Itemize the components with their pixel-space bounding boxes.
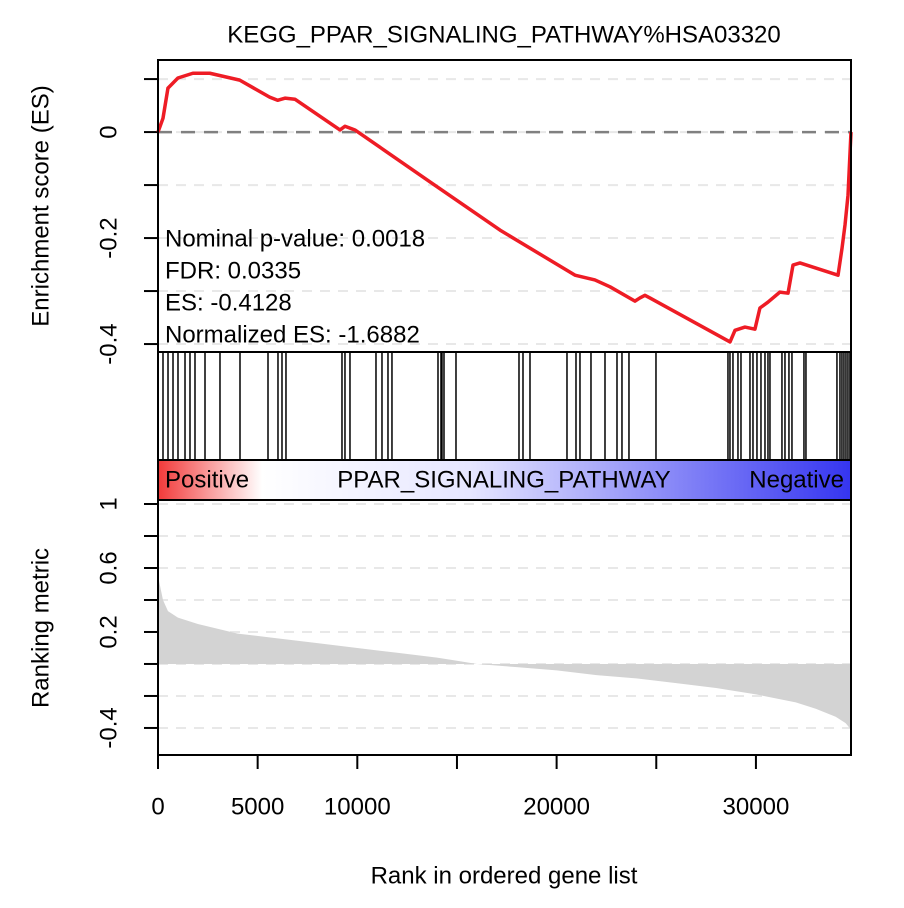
y-tick-label: -0.4: [95, 707, 122, 748]
y-tick-label: -0.2: [95, 217, 122, 258]
x-axis-title: Rank in ordered gene list: [371, 862, 638, 889]
annotation: Nominal p-value: 0.0018: [165, 225, 425, 252]
y-tick-label: 1: [95, 497, 122, 510]
color-bar-label: Positive: [165, 466, 249, 493]
hits-frame: [157, 351, 852, 461]
x-tick-label: 0: [151, 793, 164, 820]
y-axis-title: Ranking metric: [27, 548, 54, 708]
y-tick-label: -0.4: [95, 323, 122, 364]
x-tick-label: 10000: [324, 793, 391, 820]
color-bar-label: PPAR_SIGNALING_PATHWAY: [337, 466, 670, 493]
annotation: Normalized ES: -1.6882: [165, 321, 420, 348]
x-tick-label: 20000: [523, 793, 590, 820]
x-tick-label: 30000: [723, 793, 790, 820]
color-bar: [158, 460, 851, 500]
annotation: FDR: 0.0335: [165, 257, 301, 284]
color-bar-label: Negative: [749, 466, 844, 493]
x-tick-label: 5000: [231, 793, 284, 820]
y-tick-label: 0.6: [95, 551, 122, 584]
plot-frame: [157, 499, 852, 756]
area: [158, 575, 851, 730]
y-tick-label: 0: [95, 125, 122, 138]
line: [156, 71, 853, 344]
annotation: ES: -0.4128: [165, 289, 292, 316]
chart-title: KEGG_PPAR_SIGNALING_PATHWAY%HSA03320: [227, 21, 781, 48]
y-tick-label: 0.2: [95, 615, 122, 648]
y-axis-title: Enrichment score (ES): [27, 85, 54, 326]
